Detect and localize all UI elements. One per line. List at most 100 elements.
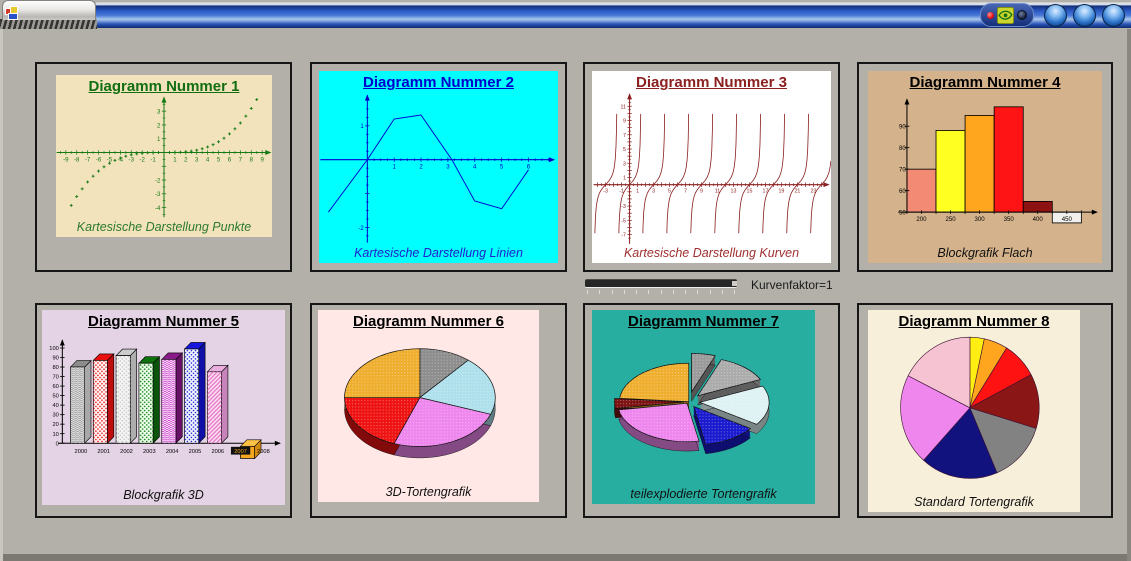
slider-track[interactable]: [585, 279, 737, 288]
window-button-minimize[interactable]: [1044, 3, 1067, 27]
svg-text:80: 80: [52, 365, 58, 371]
svg-text:3: 3: [195, 156, 199, 163]
svg-text:3: 3: [157, 108, 161, 115]
titlebar-controls: [980, 3, 1125, 27]
svg-text:1: 1: [173, 156, 177, 163]
svg-text:-4: -4: [155, 205, 161, 212]
svg-text:-7: -7: [621, 233, 626, 239]
svg-text:-3: -3: [621, 204, 626, 210]
panel-title: Diagramm Nummer 6: [353, 313, 504, 330]
kurvenfaktor-slider[interactable]: [585, 279, 737, 295]
svg-text:20: 20: [52, 422, 58, 428]
panel-diagramm-5: Diagramm Nummer 5 0 10 20 30 40 50 60 70 80 90 100…: [35, 303, 292, 518]
title-gradient-bar: [92, 2, 1131, 28]
svg-text:-5: -5: [107, 156, 113, 163]
svg-text:5: 5: [217, 156, 221, 163]
chart-surface: Diagramm Nummer 4 50 60 70 80 90 200 250 300 350…: [868, 71, 1102, 263]
window-button-close[interactable]: [1102, 3, 1125, 27]
svg-text:90: 90: [899, 123, 906, 130]
panel-diagramm-7: Diagramm Nummer 7 teilexplodierte Torten…: [583, 303, 840, 518]
app-icon: [5, 6, 19, 20]
svg-text:9: 9: [260, 156, 264, 163]
svg-text:200: 200: [916, 216, 927, 223]
panel-diagramm-6: Diagramm Nummer 6 3D-Tortengrafik: [310, 303, 567, 518]
panel-caption: Blockgrafik Flach: [937, 246, 1033, 260]
panel-diagramm-3: Diagramm Nummer 3 -3 -1 1 3 5 7 9 11 13 15 17 19 21 2…: [583, 62, 840, 272]
panel-title: Diagramm Nummer 7: [628, 313, 779, 330]
svg-text:7: 7: [623, 133, 626, 139]
svg-text:2: 2: [184, 156, 188, 163]
svg-text:2002: 2002: [120, 449, 133, 455]
indicator-panel: [980, 3, 1034, 27]
panel-title: Diagramm Nummer 1: [88, 78, 240, 95]
svg-text:13: 13: [731, 189, 737, 195]
svg-text:-3: -3: [155, 191, 161, 198]
svg-text:4: 4: [473, 163, 477, 170]
svg-text:70: 70: [52, 375, 58, 381]
svg-text:7: 7: [239, 156, 243, 163]
svg-text:50: 50: [899, 209, 906, 216]
svg-text:1: 1: [636, 189, 639, 195]
svg-text:5: 5: [623, 147, 626, 153]
svg-text:350: 350: [1004, 216, 1015, 223]
panel-diagramm-1: Diagramm Nummer 1 -9 -8 -7 -6 -5 -4 -3 -2 -1 1 2 3 4…: [35, 62, 292, 272]
svg-text:2005: 2005: [189, 449, 202, 455]
svg-text:1: 1: [392, 163, 396, 170]
svg-text:9: 9: [623, 119, 626, 125]
svg-text:90: 90: [52, 356, 58, 362]
chart-surface: Diagramm Nummer 1 -9 -8 -7 -6 -5 -4 -3 -2 -1 1 2 3 4…: [56, 75, 272, 237]
svg-text:-4: -4: [118, 156, 124, 163]
svg-text:2007: 2007: [234, 449, 247, 455]
svg-text:70: 70: [899, 166, 906, 173]
svg-text:8: 8: [250, 156, 254, 163]
chart-canvas-torte-standard: [900, 336, 1040, 479]
window-button-maximize[interactable]: [1073, 3, 1096, 27]
svg-text:2003: 2003: [143, 449, 156, 455]
panel-title: Diagramm Nummer 8: [898, 313, 1050, 330]
panel-title: Diagramm Nummer 2: [363, 74, 514, 91]
svg-text:-3: -3: [129, 156, 135, 163]
svg-text:2006: 2006: [211, 449, 224, 455]
svg-text:6: 6: [527, 163, 531, 170]
chart-canvas-linien: 1 2 3 4 5 6 1 -2: [320, 94, 555, 243]
svg-text:4: 4: [206, 156, 210, 163]
panel-diagramm-8: Diagramm Nummer 8 Standard Tortengrafik: [857, 303, 1113, 518]
svg-text:-2: -2: [155, 177, 161, 184]
red-led-icon: [987, 11, 994, 19]
svg-text:-9: -9: [63, 156, 69, 163]
svg-text:9: 9: [700, 189, 703, 195]
slider-ticks: [585, 290, 737, 294]
svg-text:-5: -5: [621, 218, 626, 224]
svg-text:-6: -6: [96, 156, 102, 163]
svg-text:1: 1: [360, 123, 364, 130]
nvidia-logo-icon: [997, 6, 1014, 24]
svg-text:250: 250: [945, 216, 956, 223]
titlebar: [0, 0, 1131, 29]
chart-surface: Diagramm Nummer 5 0 10 20 30 40 50 60 70 80 90 100…: [42, 310, 285, 505]
svg-text:11: 11: [621, 104, 627, 110]
svg-text:23: 23: [810, 189, 816, 195]
svg-text:15: 15: [747, 189, 753, 195]
svg-text:40: 40: [52, 403, 58, 409]
panel-caption: teilexplodierte Tortengrafik: [630, 487, 777, 501]
chart-canvas-torte-exploded: [614, 353, 770, 454]
svg-text:19: 19: [778, 189, 784, 195]
svg-text:2000: 2000: [75, 449, 88, 455]
svg-text:11: 11: [715, 189, 721, 195]
chart-surface: Diagramm Nummer 7 teilexplodierte Torten…: [592, 310, 815, 504]
svg-text:3: 3: [652, 189, 655, 195]
panel-diagramm-4: Diagramm Nummer 4 50 60 70 80 90 200 250 300 350…: [857, 62, 1113, 272]
svg-text:2: 2: [157, 122, 161, 129]
panel-caption: Standard Tortengrafik: [914, 495, 1034, 509]
svg-text:-3: -3: [603, 189, 608, 195]
svg-text:-7: -7: [85, 156, 91, 163]
slider-thumb[interactable]: [732, 281, 737, 286]
slider-label: Kurvenfaktor=1: [751, 278, 833, 292]
svg-text:-8: -8: [74, 156, 80, 163]
window-tab[interactable]: [2, 0, 96, 20]
svg-text:300: 300: [975, 216, 986, 223]
svg-text:30: 30: [52, 413, 58, 419]
svg-text:7: 7: [684, 189, 687, 195]
panel-title: Diagramm Nummer 3: [636, 74, 787, 91]
